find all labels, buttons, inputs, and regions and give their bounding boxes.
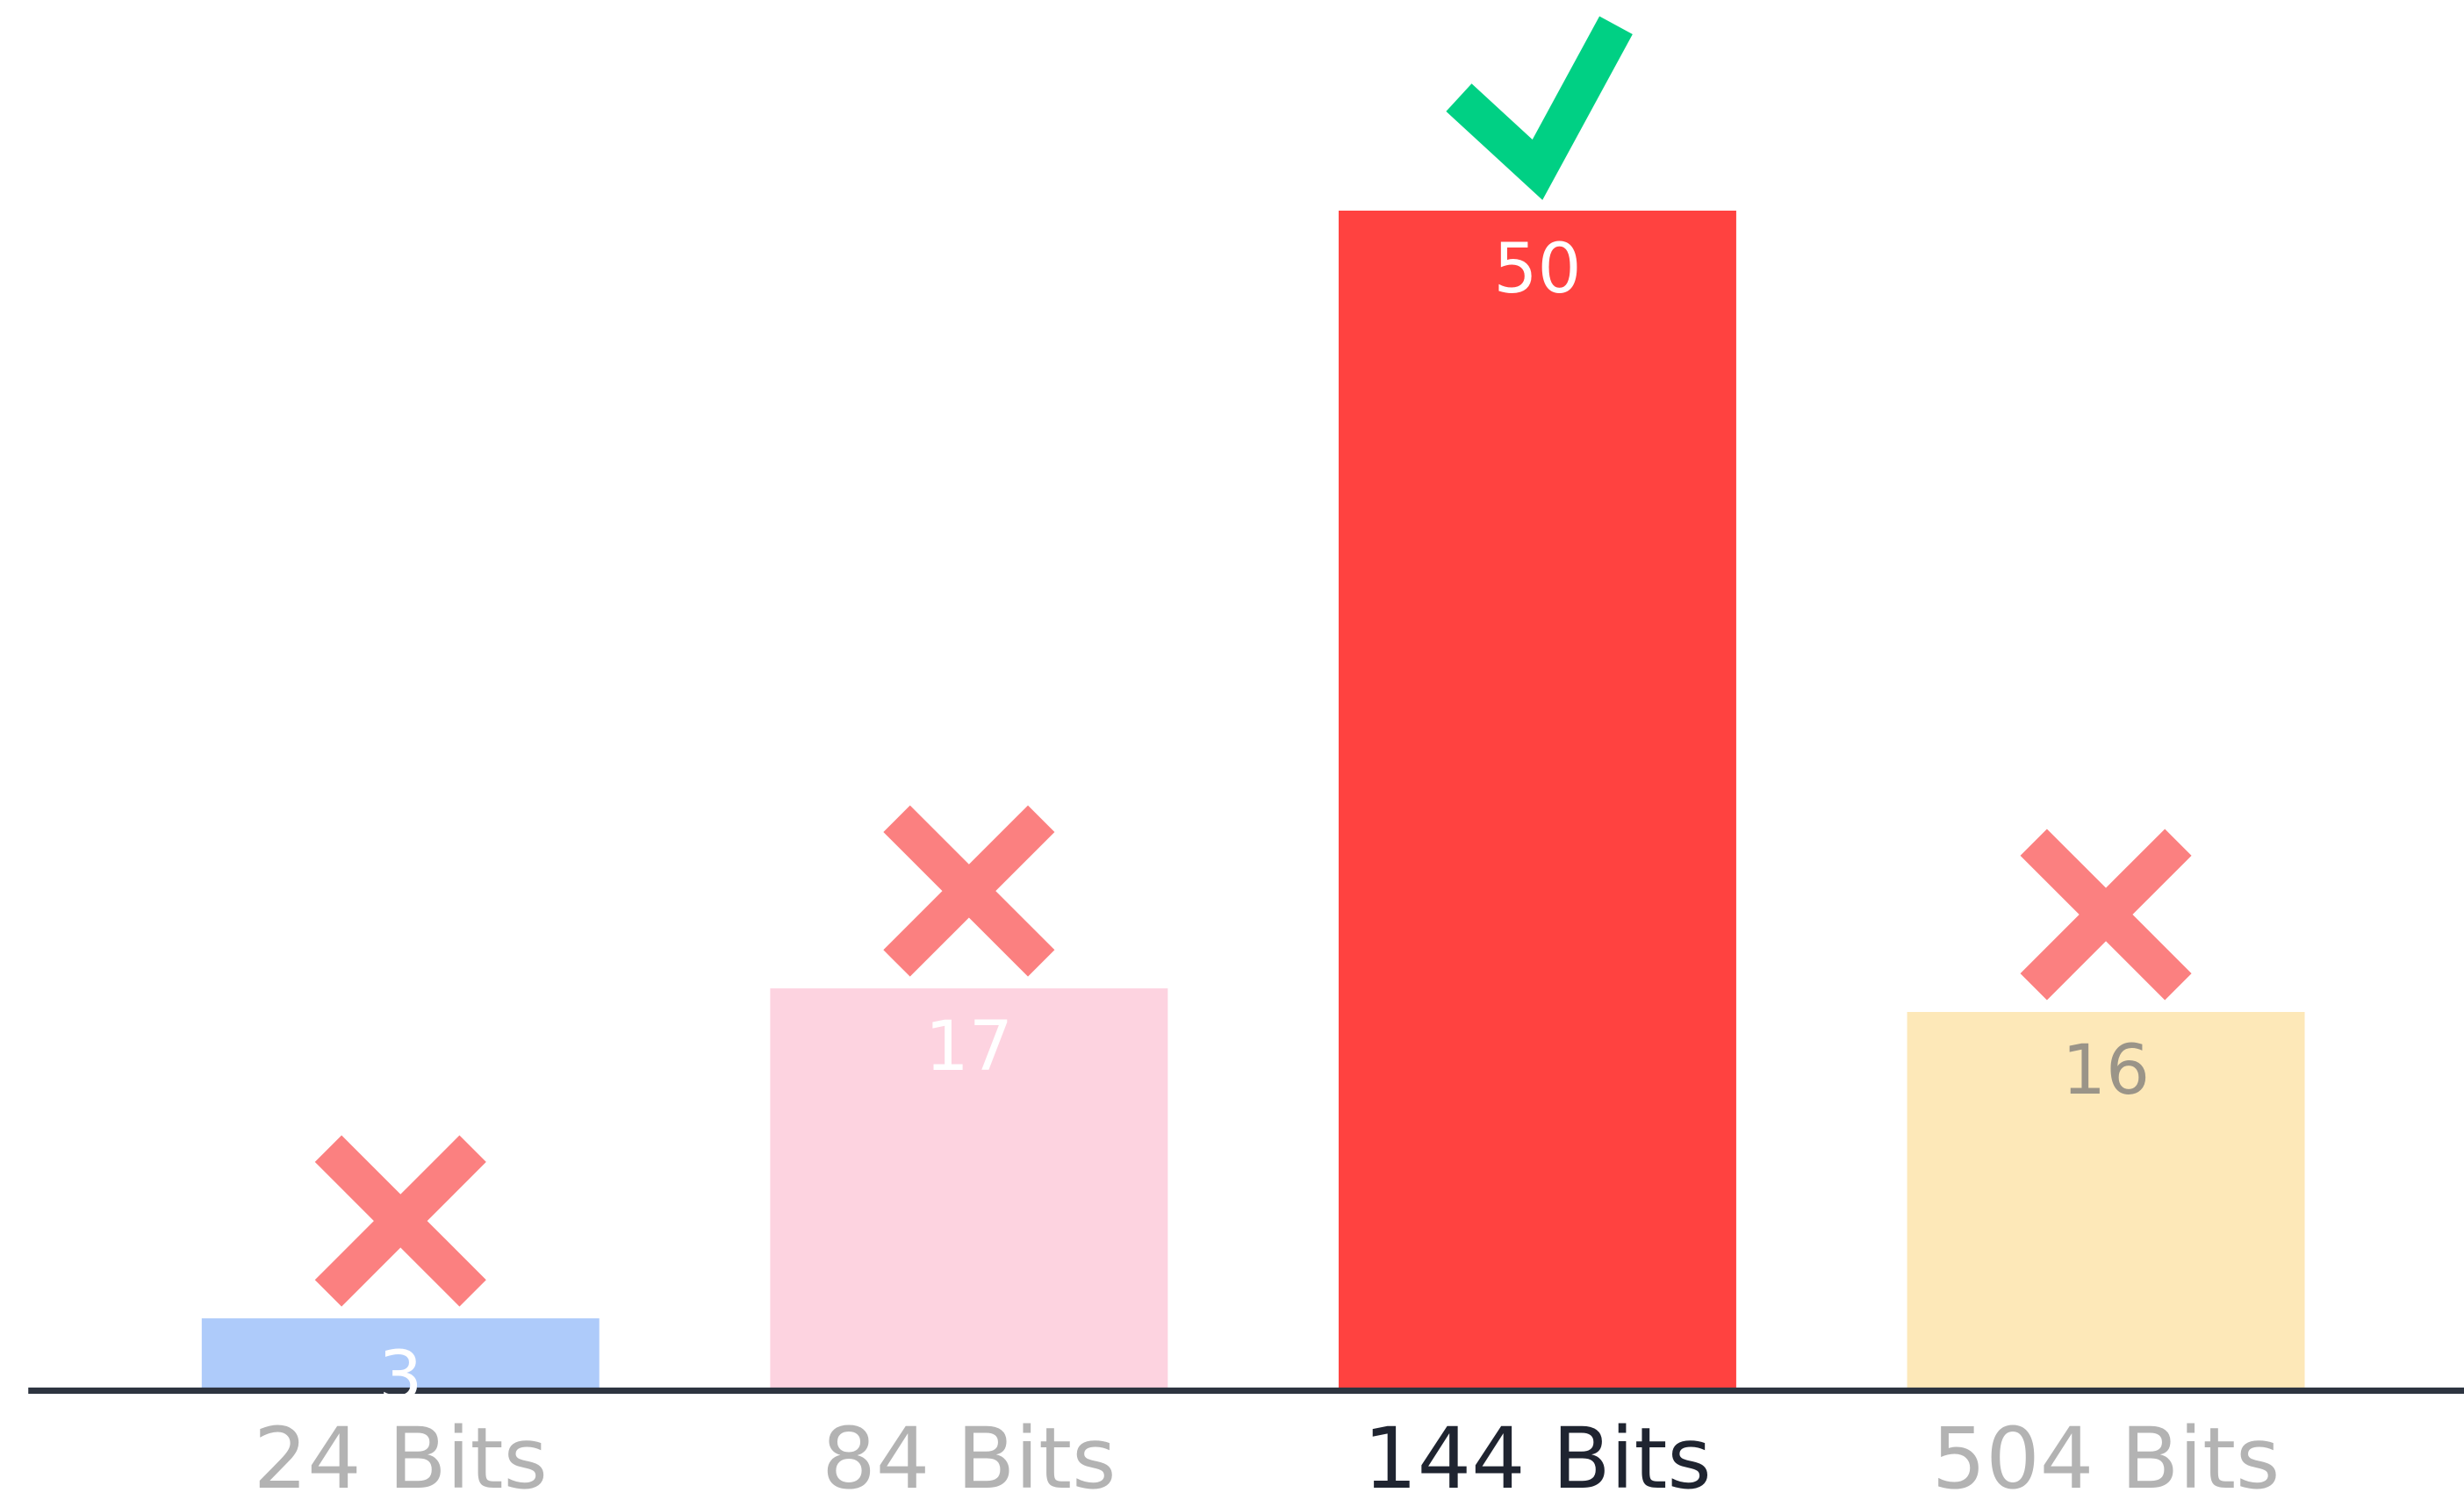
cross-icon [2020, 829, 2192, 1001]
cross-icon [314, 1135, 486, 1307]
value-label: 17 [925, 1006, 1013, 1087]
x-tick-label: 144 Bits [1363, 1409, 1712, 1507]
x-tick-label: 84 Bits [822, 1409, 1116, 1507]
x-tick-label: 504 Bits [1932, 1409, 2281, 1507]
bar [1907, 1011, 2305, 1389]
x-tick-label: 24 Bits [254, 1409, 548, 1507]
value-label: 50 [1493, 228, 1581, 309]
value-label: 3 [378, 1336, 422, 1417]
bar [201, 1318, 600, 1389]
cross-icon [883, 805, 1055, 977]
bar [1339, 210, 1736, 1389]
check-icon [1446, 16, 1633, 200]
bar [770, 988, 1168, 1389]
value-label: 16 [2062, 1030, 2150, 1110]
